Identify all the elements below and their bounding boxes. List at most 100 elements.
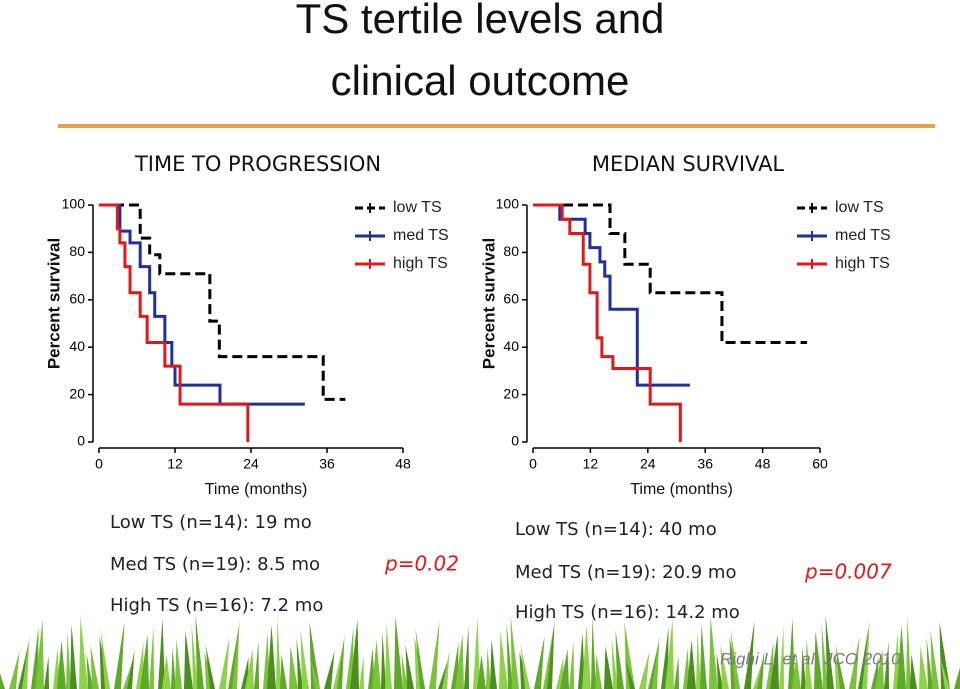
grass-blade — [940, 659, 950, 689]
grass-blade — [510, 615, 519, 689]
grass-blade — [90, 645, 99, 689]
grass-blade — [473, 618, 480, 689]
grass-blade — [792, 655, 801, 689]
p-value: p=0.007 — [804, 560, 892, 584]
grass-blade — [350, 619, 359, 689]
grass-blade — [296, 638, 303, 689]
y-axis-label: Percent survival — [44, 238, 63, 369]
grass-blade — [849, 636, 860, 689]
slide-title: TS tertile levels and — [296, 0, 665, 42]
y-tick-label: 60 — [69, 291, 85, 307]
grass-blade — [149, 626, 154, 689]
slide-title: clinical outcome — [331, 57, 630, 104]
grass-blade — [310, 659, 320, 689]
survival-curve — [99, 203, 250, 442]
grass-blade — [906, 617, 911, 689]
grass-blade — [191, 623, 198, 689]
grass-blade — [219, 636, 230, 689]
outcome-note: Low TS (n=14): 19 mo — [110, 512, 312, 533]
grass-blade — [788, 618, 795, 689]
grass-blade — [716, 653, 723, 689]
grass-blade — [289, 646, 298, 689]
grass-blade — [405, 645, 414, 689]
grass-blade — [195, 615, 204, 689]
grass-blade — [862, 620, 870, 689]
x-tick-label: 0 — [95, 456, 103, 472]
x-tick-label: 0 — [529, 456, 537, 472]
grass-decoration — [0, 615, 960, 689]
legend-label: high TS — [835, 255, 890, 272]
grass-blade — [385, 624, 392, 689]
grass-blade — [66, 632, 71, 689]
grass-blade — [381, 632, 386, 689]
y-tick-label: 0 — [511, 433, 519, 449]
grass-blade — [175, 639, 182, 689]
y-tick-label: 20 — [69, 385, 85, 401]
y-tick-label: 60 — [503, 291, 519, 307]
survival-curve — [99, 203, 305, 406]
grass-blade — [625, 659, 635, 689]
grass-blade — [394, 616, 403, 689]
legend-label: med TS — [393, 227, 449, 244]
grass-blade — [44, 656, 49, 689]
x-axis-label: Time (months) — [205, 481, 308, 498]
grass-blade — [300, 630, 309, 689]
grass-blade — [429, 621, 440, 689]
survival-curve — [533, 203, 808, 344]
grass-blade — [547, 620, 555, 689]
grass-blade — [276, 617, 281, 689]
legend-label: med TS — [835, 227, 891, 244]
grass-blade — [801, 647, 806, 689]
grass-blade — [926, 638, 933, 689]
y-tick-label: 100 — [496, 196, 520, 212]
grass-blade — [79, 616, 88, 689]
grass-blade — [875, 649, 884, 689]
grass-blade — [100, 629, 110, 689]
y-axis-label: Percent survival — [479, 238, 498, 369]
y-tick-label: 20 — [503, 385, 519, 401]
grass-blade — [825, 615, 834, 689]
grass-blade — [486, 647, 491, 689]
legend-label: low TS — [835, 199, 884, 216]
x-tick-label: 24 — [243, 456, 259, 472]
grass-blade — [520, 644, 530, 689]
legend-label: high TS — [393, 255, 448, 272]
x-tick-label: 12 — [167, 456, 183, 472]
grass-blade — [582, 625, 591, 689]
grass-blade — [401, 653, 408, 689]
p-value: p=0.02 — [384, 552, 459, 576]
grass-blade — [337, 635, 345, 689]
survival-curve — [99, 203, 346, 401]
grass-blade — [661, 627, 669, 689]
grass-blade — [696, 632, 701, 689]
grass-blade — [35, 619, 44, 689]
grass-blade — [140, 634, 149, 689]
grass-blade — [127, 650, 135, 689]
grass-blade — [309, 622, 320, 689]
grass-blade — [232, 620, 240, 689]
grass-blade — [687, 640, 696, 689]
grass-blade — [805, 639, 812, 689]
grass-blade — [897, 625, 906, 689]
grass-blade — [324, 651, 335, 689]
grass-blade — [910, 654, 917, 689]
grass-blade — [639, 651, 650, 689]
grass-blade — [652, 635, 660, 689]
grass-blade — [57, 640, 66, 689]
grass-blade — [346, 627, 354, 689]
y-tick-label: 40 — [503, 338, 519, 354]
outcome-note: Med TS (n=19): 20.9 mo — [515, 562, 736, 583]
grass-blade — [464, 626, 469, 689]
grass-blade — [884, 641, 889, 689]
grass-blade — [70, 624, 77, 689]
survival-curve — [533, 203, 682, 442]
grass-blade — [506, 623, 513, 689]
grass-blade — [442, 650, 450, 689]
grass-blade — [205, 644, 215, 689]
grass-blade — [114, 621, 125, 689]
grass-blade — [245, 649, 254, 689]
grass-blade — [595, 654, 602, 689]
grass-blade — [254, 641, 259, 689]
citation: Righi L. et al. JCO 2010 — [720, 649, 901, 668]
grass-blade — [162, 655, 171, 689]
